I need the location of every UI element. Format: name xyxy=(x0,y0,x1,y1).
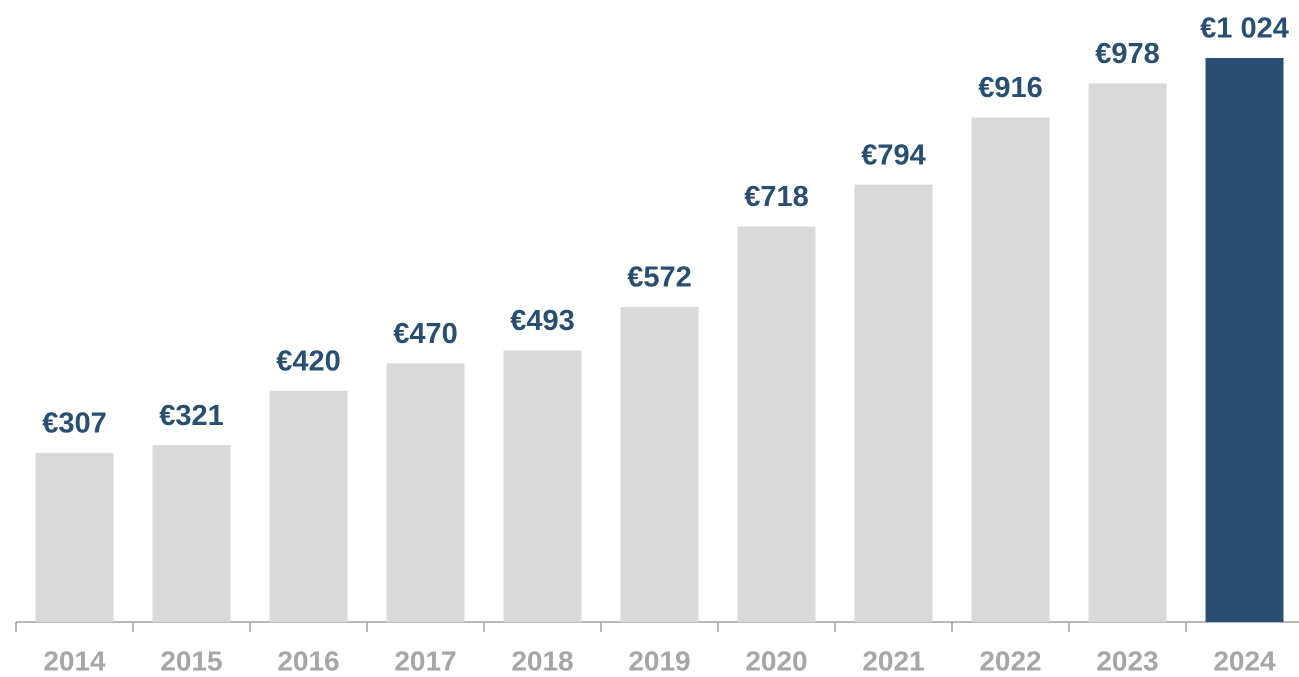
bar xyxy=(35,452,114,622)
value-label: €307 xyxy=(42,408,107,440)
value-label: €572 xyxy=(627,262,692,294)
bar xyxy=(152,445,231,622)
value-label: €420 xyxy=(276,345,341,377)
bar xyxy=(620,306,699,622)
bar xyxy=(503,350,582,622)
bar xyxy=(854,184,933,622)
bar xyxy=(1205,58,1284,622)
bar xyxy=(737,226,816,622)
x-tick-label: 2023 xyxy=(1096,645,1158,676)
bar xyxy=(1088,83,1167,622)
value-label: €916 xyxy=(978,72,1043,104)
bar xyxy=(269,390,348,622)
value-label: €321 xyxy=(159,400,224,432)
value-label: €470 xyxy=(393,318,458,350)
value-label: €978 xyxy=(1095,38,1160,70)
x-tick-label: 2015 xyxy=(160,645,222,676)
x-tick-label: 2022 xyxy=(979,645,1041,676)
value-label: €718 xyxy=(744,181,809,213)
x-tick-label: 2016 xyxy=(277,645,339,676)
x-tick-label: 2021 xyxy=(862,645,924,676)
value-label: €1 024 xyxy=(1200,13,1289,45)
x-tick-label: 2014 xyxy=(43,645,106,676)
x-tick-label: 2020 xyxy=(745,645,807,676)
x-tick-label: 2024 xyxy=(1213,645,1276,676)
bar xyxy=(971,117,1050,622)
value-label: €794 xyxy=(861,139,926,171)
value-label: €493 xyxy=(510,305,575,337)
x-tick-label: 2018 xyxy=(511,645,573,676)
bar xyxy=(386,363,465,622)
x-tick-label: 2019 xyxy=(628,645,690,676)
x-tick-label: 2017 xyxy=(394,645,456,676)
